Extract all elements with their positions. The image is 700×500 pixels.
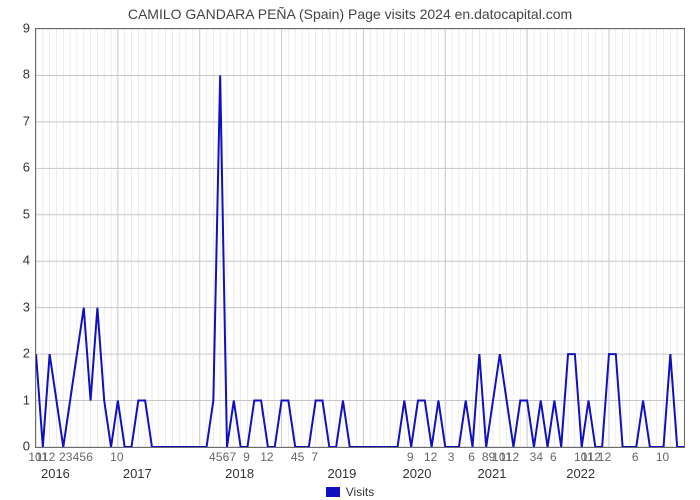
chart-title: CAMILO GANDARA PEÑA (Spain) Page visits … (0, 6, 700, 22)
x-tick-label: 12 (42, 450, 55, 464)
legend: Visits (0, 484, 700, 499)
x-tick-label: 9 (243, 450, 250, 464)
x-tick-label: 4 (291, 450, 298, 464)
chart-svg (36, 29, 684, 447)
x-tick-label: 7 (229, 450, 236, 464)
x-year-label: 2019 (327, 466, 356, 481)
x-tick-label: 3 (66, 450, 73, 464)
x-year-label: 2018 (225, 466, 254, 481)
x-tick-label: 4 (209, 450, 216, 464)
y-tick-label: 6 (5, 160, 30, 175)
x-year-label: 2020 (403, 466, 432, 481)
x-tick-label: 10 (110, 450, 123, 464)
x-tick-label: 7 (311, 450, 318, 464)
x-tick-label: 5 (298, 450, 305, 464)
x-tick-label: 8 (482, 450, 489, 464)
x-tick-label: 5 (216, 450, 223, 464)
x-tick-label: 12 (260, 450, 273, 464)
y-tick-label: 8 (5, 67, 30, 82)
x-tick-label: 6 (468, 450, 475, 464)
x-tick-label: 12 (424, 450, 437, 464)
x-tick-label: 6 (223, 450, 230, 464)
x-tick-label: 6 (550, 450, 557, 464)
x-tick-label: 1 (598, 450, 605, 464)
y-tick-label: 5 (5, 206, 30, 221)
x-year-label: 2017 (123, 466, 152, 481)
x-tick-label: 6 (86, 450, 93, 464)
x-tick-label: 4 (73, 450, 80, 464)
y-tick-label: 2 (5, 346, 30, 361)
legend-swatch (326, 487, 340, 497)
x-tick-label: 6 (632, 450, 639, 464)
y-tick-label: 4 (5, 253, 30, 268)
y-tick-label: 7 (5, 113, 30, 128)
x-tick-label: 4 (536, 450, 543, 464)
chart-container: CAMILO GANDARA PEÑA (Spain) Page visits … (0, 0, 700, 500)
y-tick-label: 9 (5, 21, 30, 36)
x-tick-label: 5 (79, 450, 86, 464)
x-year-label: 2022 (566, 466, 595, 481)
x-tick-label: 3 (530, 450, 537, 464)
x-tick-label: 3 (448, 450, 455, 464)
legend-label: Visits (346, 485, 374, 499)
y-tick-label: 0 (5, 439, 30, 454)
x-tick-label: 9 (407, 450, 414, 464)
x-year-label: 2021 (478, 466, 507, 481)
y-tick-label: 1 (5, 392, 30, 407)
x-tick-label: 12 (506, 450, 519, 464)
x-tick-label: 2 (605, 450, 612, 464)
x-tick-label: 2 (59, 450, 66, 464)
x-year-label: 2016 (41, 466, 70, 481)
x-tick-label: 10 (656, 450, 669, 464)
plot-area (35, 28, 685, 448)
y-tick-label: 3 (5, 299, 30, 314)
